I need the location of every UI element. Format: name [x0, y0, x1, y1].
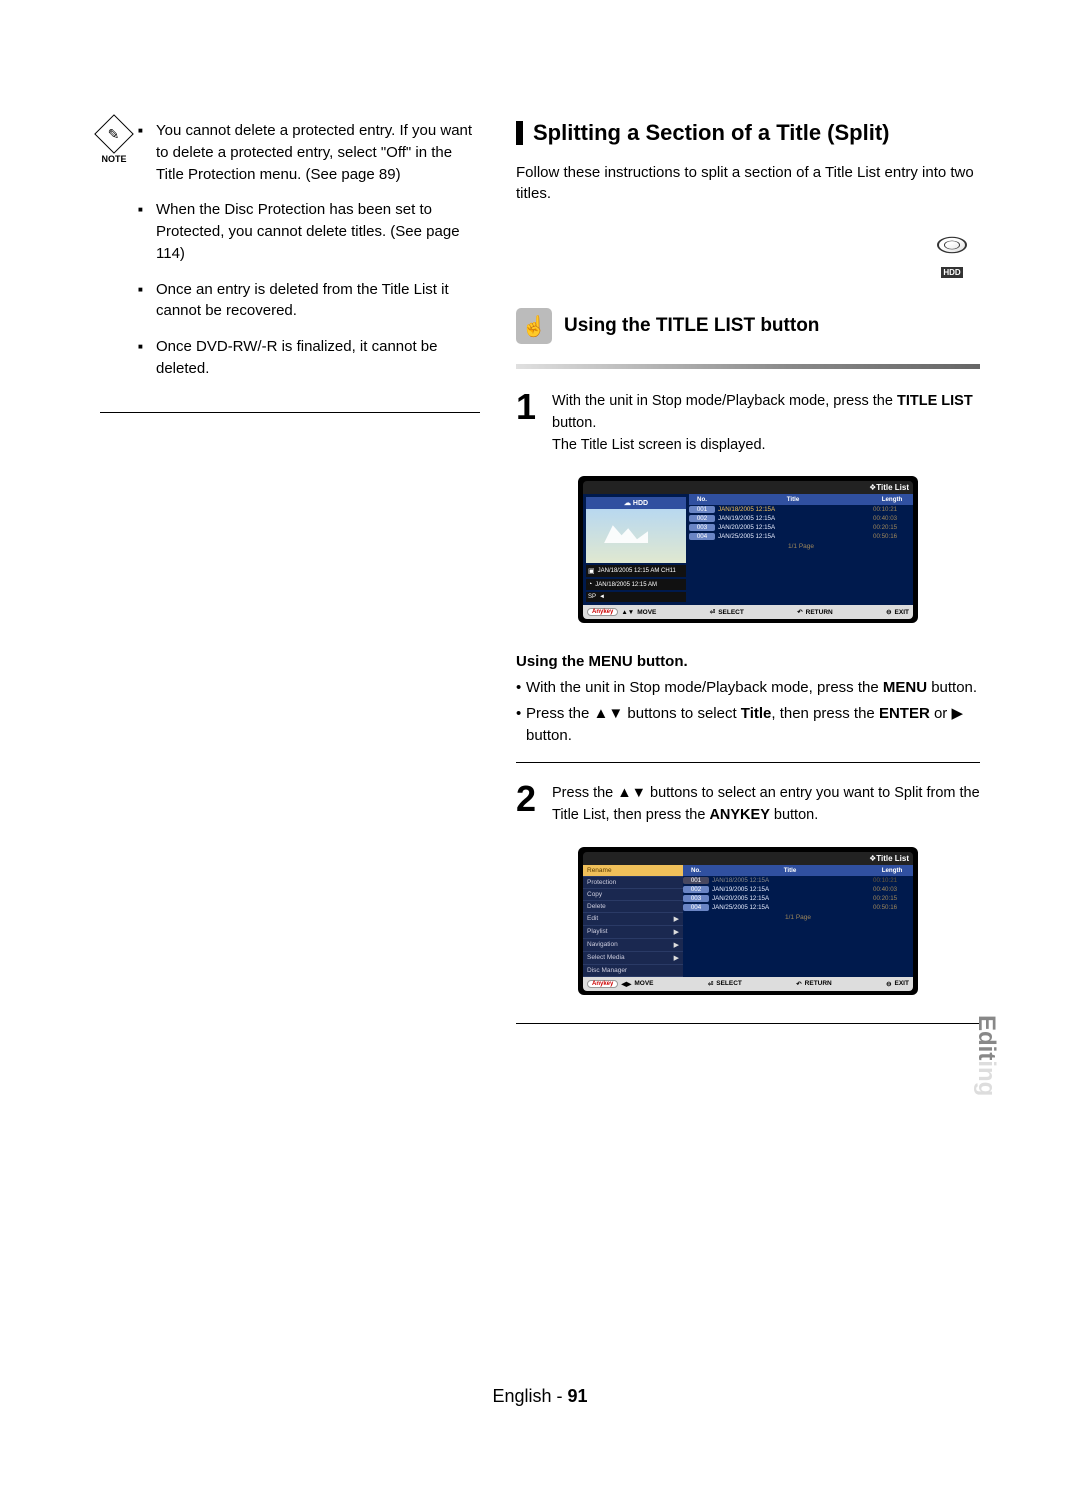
note-icon-container: ✎ NOTE	[100, 120, 128, 394]
osd-table: No.TitleLength 001JAN/18/2005 12:15A00:1…	[689, 494, 913, 605]
note-icon: ✎	[94, 114, 134, 154]
context-menu-item: Select Media▶	[583, 952, 683, 965]
subsection-title-text: Using the TITLE LIST button	[564, 315, 819, 337]
osd-preview: ☁ HDD ▣JAN/18/2005 12:15 AM CH11 ◔JAN/18…	[583, 494, 689, 605]
osd-footer: Anykey ◀▶ MOVE ⏎ SELECT ↶ RETURN ⊖ EXIT	[583, 977, 913, 991]
table-row: 003JAN/20/2005 12:15A00:20:15	[683, 894, 913, 903]
note-bullet: You cannot delete a protected entry. If …	[138, 120, 480, 185]
osd-body: RenameProtectionCopyDeleteEdit▶Playlist▶…	[583, 865, 913, 977]
menu-bullet-1: With the unit in Stop mode/Playback mode…	[516, 677, 980, 699]
osd-context-menu: RenameProtectionCopyDeleteEdit▶Playlist▶…	[583, 865, 683, 977]
subsection-heading: ☝ Using the TITLE LIST button	[516, 308, 980, 344]
hdd-badge-row: HDD	[516, 230, 980, 280]
preview-thumbnail	[586, 509, 686, 563]
page-content: ✎ NOTE You cannot delete a protected ent…	[0, 0, 1080, 1104]
menu-block-title: Using the MENU button.	[516, 651, 980, 673]
meta-line-3: SP ◄	[586, 592, 686, 602]
context-menu-item: Playlist▶	[583, 926, 683, 939]
table-row: 003JAN/20/2005 12:15A00:20:15	[689, 523, 913, 532]
section-title-text: Splitting a Section of a Title (Split)	[533, 120, 890, 146]
osd-screenshot-2: ❖ Title List RenameProtectionCopyDeleteE…	[516, 847, 980, 995]
bottom-divider	[516, 1023, 980, 1024]
hand-icon: ☝	[516, 308, 552, 344]
step-number: 1	[516, 391, 544, 456]
menu-button-block: Using the MENU button. With the unit in …	[516, 651, 980, 746]
context-menu-item: Disc Manager	[583, 965, 683, 977]
osd-page-indicator: 1/1 Page	[689, 541, 913, 552]
table-row: 002JAN/19/2005 12:15A00:40:03	[683, 885, 913, 894]
osd-footer: Anykey ▲▼ MOVE ⏎ SELECT ↶ RETURN ⊖ EXIT	[583, 605, 913, 619]
right-column: Splitting a Section of a Title (Split) F…	[516, 120, 980, 1044]
note-block: ✎ NOTE You cannot delete a protected ent…	[100, 120, 480, 394]
note-bullet: Once an entry is deleted from the Title …	[138, 279, 480, 323]
osd-table-header: No.TitleLength	[689, 494, 913, 505]
left-divider	[100, 412, 480, 413]
note-bullet-list: You cannot delete a protected entry. If …	[138, 120, 480, 394]
context-menu-item: Navigation▶	[583, 939, 683, 952]
hdd-badge: HDD	[934, 230, 970, 280]
osd-body: ☁ HDD ▣JAN/18/2005 12:15 AM CH11 ◔JAN/18…	[583, 494, 913, 605]
left-column: ✎ NOTE You cannot delete a protected ent…	[100, 120, 480, 1044]
note-label: NOTE	[100, 154, 128, 164]
osd-table: No.TitleLength 001JAN/18/2005 12:15A00:1…	[683, 865, 913, 977]
meta-line-2: ◔JAN/18/2005 12:15 AM	[586, 579, 686, 590]
section-heading: Splitting a Section of a Title (Split)	[516, 120, 980, 146]
step-number: 2	[516, 783, 544, 827]
gradient-divider	[516, 364, 980, 369]
step-1-text: With the unit in Stop mode/Playback mode…	[552, 391, 980, 456]
step-2-text: Press the ▲▼ buttons to select an entry …	[552, 783, 980, 827]
step-1: 1 With the unit in Stop mode/Playback mo…	[516, 391, 980, 456]
context-menu-item: Delete	[583, 901, 683, 913]
table-row: 004JAN/25/2005 12:15A00:50:16	[683, 903, 913, 912]
meta-line-1: ▣JAN/18/2005 12:15 AM CH11	[586, 565, 686, 577]
table-row: 004JAN/25/2005 12:15A00:50:16	[689, 532, 913, 541]
hdd-label: HDD	[941, 267, 962, 278]
section-bar-icon	[516, 121, 523, 145]
note-bullet: When the Disc Protection has been set to…	[138, 199, 480, 264]
footer-page-number: 91	[568, 1386, 588, 1406]
context-menu-item: Copy	[583, 889, 683, 901]
context-menu-item: Rename	[583, 865, 683, 877]
osd-panel: ❖ Title List ☁ HDD ▣JAN/18/2005 12:15 AM…	[578, 476, 918, 623]
step-divider	[516, 762, 980, 763]
osd-table-header: No.TitleLength	[683, 865, 913, 876]
table-row: 001JAN/18/2005 12:15A00:10:21	[683, 876, 913, 885]
table-row: 002JAN/19/2005 12:15A00:40:03	[689, 514, 913, 523]
osd-page-indicator: 1/1 Page	[683, 912, 913, 923]
menu-bullet-2: Press the ▲▼ buttons to select Title, th…	[516, 703, 980, 747]
note-bullet: Once DVD-RW/-R is finalized, it cannot b…	[138, 336, 480, 380]
footer-language: English -	[492, 1386, 567, 1406]
table-row: 001JAN/18/2005 12:15A00:10:21	[689, 505, 913, 514]
step-2: 2 Press the ▲▼ buttons to select an entr…	[516, 783, 980, 827]
context-menu-item: Protection	[583, 877, 683, 889]
osd-panel: ❖ Title List RenameProtectionCopyDeleteE…	[578, 847, 918, 995]
osd-screenshot-1: ❖ Title List ☁ HDD ▣JAN/18/2005 12:15 AM…	[516, 476, 980, 623]
osd-topbar: ❖ Title List	[583, 852, 913, 865]
disc-icon	[937, 237, 967, 254]
context-menu-item: Edit▶	[583, 913, 683, 926]
osd-topbar: ❖ Title List	[583, 481, 913, 494]
section-intro: Follow these instructions to split a sec…	[516, 162, 980, 204]
page-footer: English - 91	[0, 1386, 1080, 1407]
side-tab: Editing	[972, 1015, 1000, 1096]
